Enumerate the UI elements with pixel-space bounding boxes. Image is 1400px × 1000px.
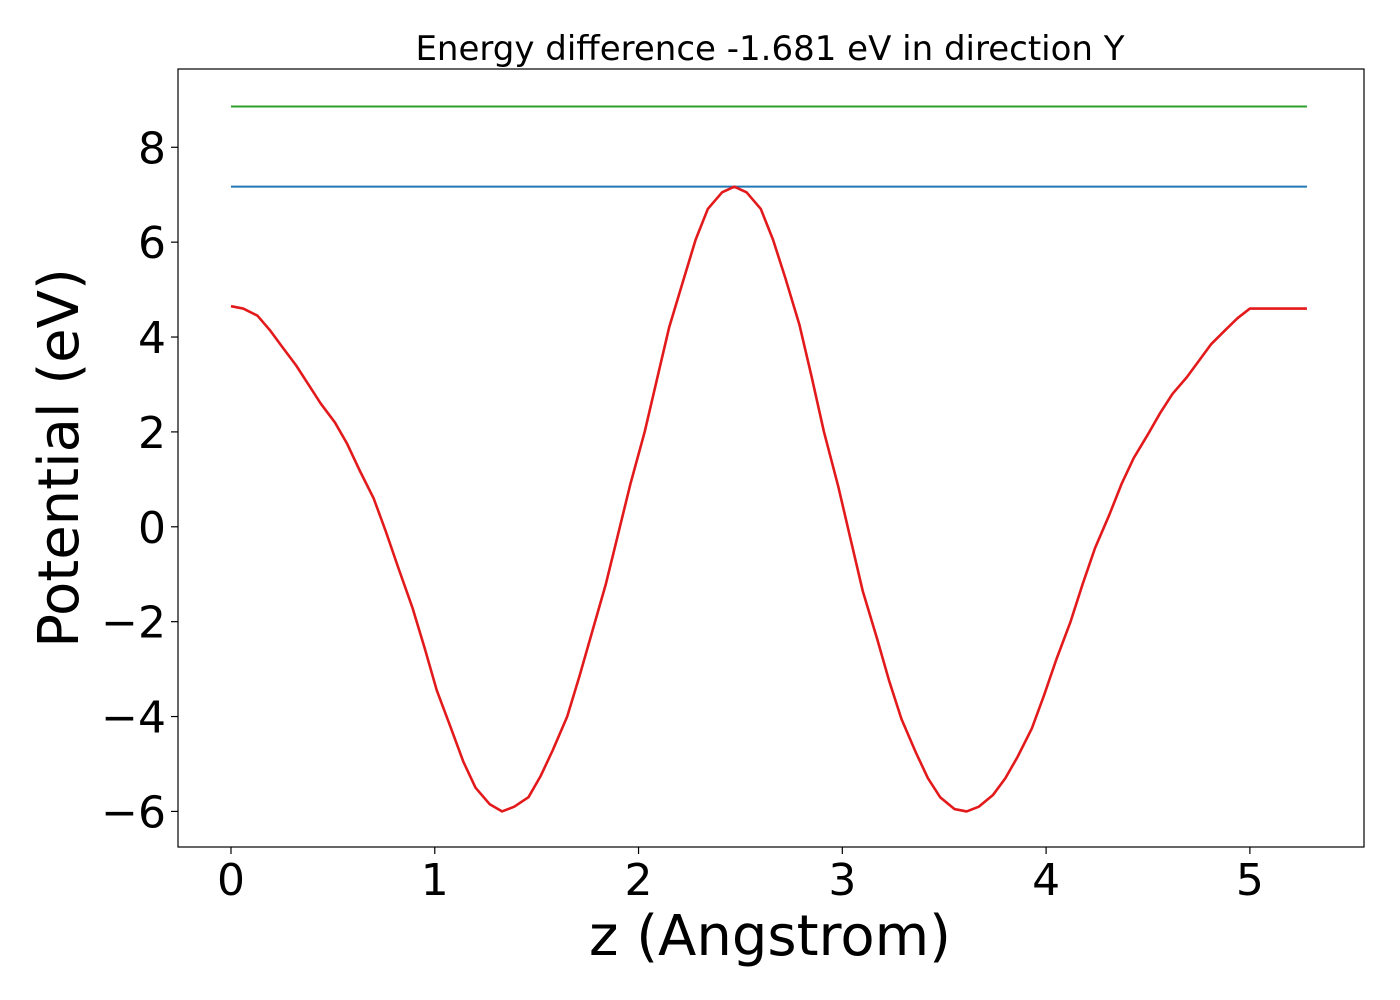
x-axis-label: z (Angstrom)	[589, 904, 951, 969]
y-tick-label: −4	[101, 693, 166, 744]
series-layer	[230, 105, 1307, 813]
plot-frame	[177, 68, 1365, 848]
y-axis-label: Potential (eV)	[27, 268, 92, 648]
y-tick-label: 8	[138, 123, 166, 174]
y-tick-label: −2	[101, 598, 166, 649]
x-tick-label: 0	[217, 855, 245, 906]
y-tick-label: 4	[138, 313, 166, 364]
x-axis-ticks: 0 1 2 3 4 5	[217, 847, 1264, 906]
y-axis-ticks: −6 −4 −2 0 2 4 6 8	[101, 123, 178, 838]
y-tick-label: −6	[101, 787, 166, 838]
y-tick-label: 2	[138, 408, 166, 459]
chart-title: Energy difference -1.681 eV in direction…	[415, 29, 1124, 69]
series-line-3	[230, 185, 1307, 813]
x-tick-label: 2	[625, 855, 653, 906]
y-tick-label: 0	[138, 503, 166, 554]
y-tick-label: 6	[138, 218, 166, 269]
x-tick-label: 1	[421, 855, 449, 906]
x-tick-label: 3	[828, 855, 856, 906]
x-tick-label: 4	[1032, 855, 1060, 906]
x-tick-label: 5	[1236, 855, 1264, 906]
